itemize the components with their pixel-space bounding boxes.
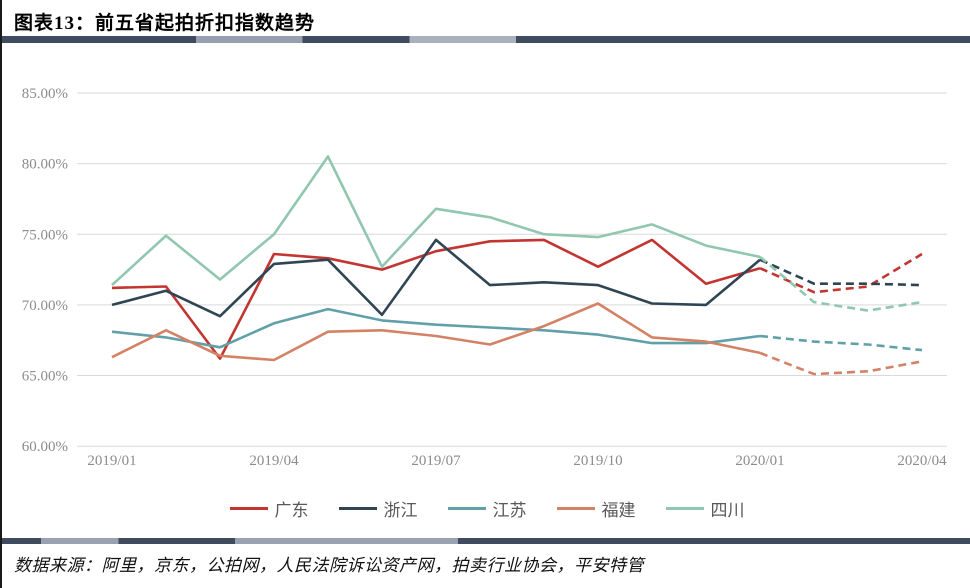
y-tick-label: 70.00% <box>22 298 68 314</box>
x-tick-label: 2019/07 <box>411 453 461 469</box>
line-chart: 85.00% 80.00% 75.00% 70.00% 65.00% 60.00% 2019… <box>22 86 947 469</box>
title-divider-bar <box>2 36 970 43</box>
legend-swatch-icon <box>665 507 704 510</box>
legend-item-0: 广东 <box>229 496 309 521</box>
y-tick-label: 80.00% <box>22 157 68 173</box>
figure-title: 图表13：前五省起拍折扣指数趋势 <box>14 13 316 34</box>
series-line-solid-1 <box>111 238 761 318</box>
data-source-note: 数据来源：阿里，京东，公拍网，人民法院诉讼资产网，拍卖行业协会，平安特管 <box>14 556 644 575</box>
series-line-forecast-0 <box>759 252 923 294</box>
legend-swatch-icon <box>447 507 486 510</box>
x-tick-label: 2019/10 <box>573 453 622 469</box>
x-tick-label: 2019/04 <box>249 453 299 469</box>
legend-label: 广东 <box>274 501 309 520</box>
chart-legend: 广东 浙江 江苏 福建 四川 <box>2 496 970 521</box>
x-tick-label: 2020/04 <box>897 453 947 469</box>
series-line-solid-4 <box>111 155 761 287</box>
series-line-forecast-4 <box>759 255 923 312</box>
footer-divider-bar <box>2 538 970 544</box>
legend-item-3: 福建 <box>556 496 636 521</box>
series-line-solid-3 <box>111 302 761 362</box>
legend-item-4: 四川 <box>665 496 745 521</box>
series-line-solid-2 <box>111 307 761 349</box>
legend-label: 江苏 <box>492 501 527 520</box>
series-line-solid-0 <box>111 238 761 360</box>
legend-swatch-icon <box>338 507 377 510</box>
x-tick-label: 2019/01 <box>87 453 136 469</box>
series-line-forecast-3 <box>759 351 923 376</box>
x-tick-label: 2020/01 <box>735 453 784 469</box>
legend-item-1: 浙江 <box>338 496 418 521</box>
legend-item-2: 江苏 <box>447 496 527 521</box>
y-tick-label: 65.00% <box>22 369 68 385</box>
y-tick-label: 60.00% <box>22 439 68 455</box>
series-line-forecast-2 <box>759 334 923 352</box>
legend-swatch-icon <box>556 507 595 510</box>
y-tick-label: 85.00% <box>22 86 68 102</box>
series-line-forecast-1 <box>759 258 923 287</box>
legend-label: 福建 <box>601 501 636 520</box>
legend-label: 四川 <box>710 501 745 520</box>
legend-label: 浙江 <box>383 501 418 520</box>
y-tick-label: 75.00% <box>22 227 68 243</box>
legend-swatch-icon <box>229 507 268 510</box>
